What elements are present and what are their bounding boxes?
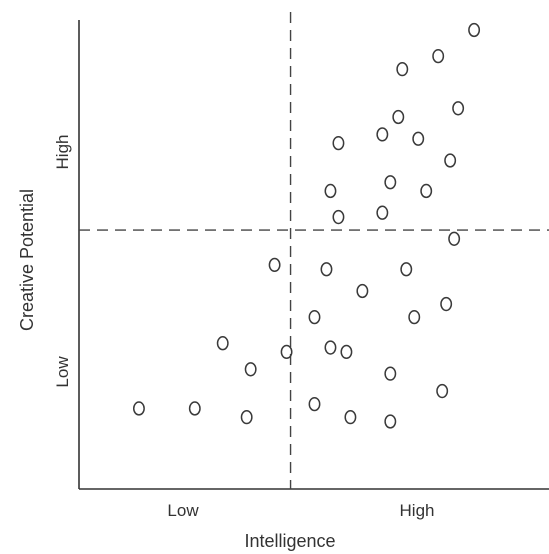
data-point-19 (440, 296, 453, 312)
data-point-22 (216, 336, 229, 351)
data-point-4 (392, 109, 405, 125)
data-point-13 (376, 205, 389, 220)
data-point-0 (468, 22, 481, 38)
data-point-7 (332, 135, 345, 151)
data-point-23 (324, 340, 337, 355)
data-point-11 (324, 183, 337, 199)
y-tick-label-low: Low (53, 356, 72, 388)
data-point-24 (280, 344, 293, 360)
data-point-34 (384, 414, 397, 429)
data-point-5 (376, 127, 389, 142)
data-point-16 (320, 262, 333, 277)
x-tick-label-low: Low (167, 501, 199, 520)
data-point-6 (412, 131, 425, 146)
x-axis-title: Intelligence (244, 531, 335, 551)
data-point-26 (244, 362, 257, 377)
data-point-32 (240, 410, 253, 425)
data-point-15 (268, 257, 281, 273)
data-point-2 (396, 62, 409, 77)
data-point-14 (448, 231, 461, 246)
y-tick-label-high: High (53, 135, 72, 170)
data-point-30 (188, 401, 201, 416)
data-point-29 (132, 401, 145, 416)
data-point-12 (332, 209, 345, 225)
data-point-10 (420, 183, 433, 199)
data-point-9 (384, 175, 397, 190)
data-point-31 (308, 396, 321, 412)
data-point-20 (308, 309, 321, 325)
data-points (132, 22, 481, 429)
data-point-1 (432, 48, 445, 64)
quadrant-dividers (79, 12, 549, 489)
data-point-21 (408, 309, 421, 325)
axes (78, 20, 549, 490)
data-point-27 (384, 366, 397, 381)
data-point-3 (452, 101, 465, 116)
data-point-17 (400, 262, 413, 277)
data-point-25 (340, 344, 353, 360)
tick-labels: Low High Low High (53, 135, 434, 520)
data-point-33 (344, 410, 357, 425)
data-point-18 (356, 283, 369, 299)
data-point-28 (436, 383, 449, 399)
y-axis-title: Creative Potential (17, 189, 37, 331)
x-tick-label-high: High (400, 501, 435, 520)
data-point-8 (444, 153, 457, 168)
